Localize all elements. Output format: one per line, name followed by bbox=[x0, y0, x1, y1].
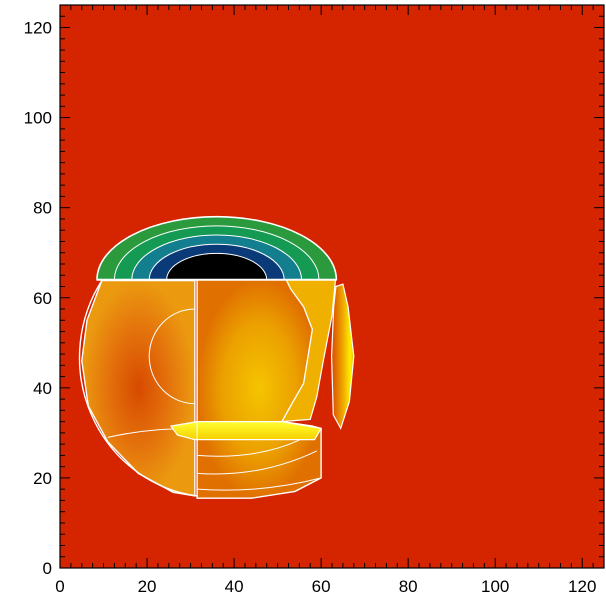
x-tick-label: 120 bbox=[568, 577, 596, 596]
x-tick-label: 100 bbox=[481, 577, 509, 596]
y-tick-label: 40 bbox=[33, 379, 52, 398]
y-tick-label: 20 bbox=[33, 469, 52, 488]
plot-area bbox=[60, 5, 604, 568]
x-tick-label: 20 bbox=[138, 577, 157, 596]
upper-cap-ring-5 bbox=[166, 252, 268, 281]
y-tick-label: 120 bbox=[24, 19, 52, 38]
lower-contour-2 bbox=[197, 450, 317, 475]
x-tick-label: 80 bbox=[399, 577, 418, 596]
right-sliver-region bbox=[330, 283, 355, 430]
lower-contour-1 bbox=[197, 439, 300, 457]
outer-boundary-contour bbox=[78, 280, 198, 497]
axes: 0 20 40 60 80 100 120 0 20 40 60 80 100 120 bbox=[24, 4, 605, 596]
x-tick-label: 60 bbox=[312, 577, 331, 596]
y-tick-label: 80 bbox=[33, 199, 52, 218]
x-tick-label: 0 bbox=[55, 577, 64, 596]
x-tick-label: 40 bbox=[225, 577, 244, 596]
y-tick-label: 100 bbox=[24, 109, 52, 128]
lower-band-region bbox=[169, 421, 323, 441]
central-right-shell bbox=[280, 279, 337, 423]
lower-contour-3 bbox=[197, 477, 322, 491]
left-hemisphere-region bbox=[81, 279, 196, 497]
y-tick-label: 60 bbox=[33, 289, 52, 308]
left-inner-contour bbox=[148, 308, 195, 405]
y-tick-label: 0 bbox=[43, 559, 52, 578]
